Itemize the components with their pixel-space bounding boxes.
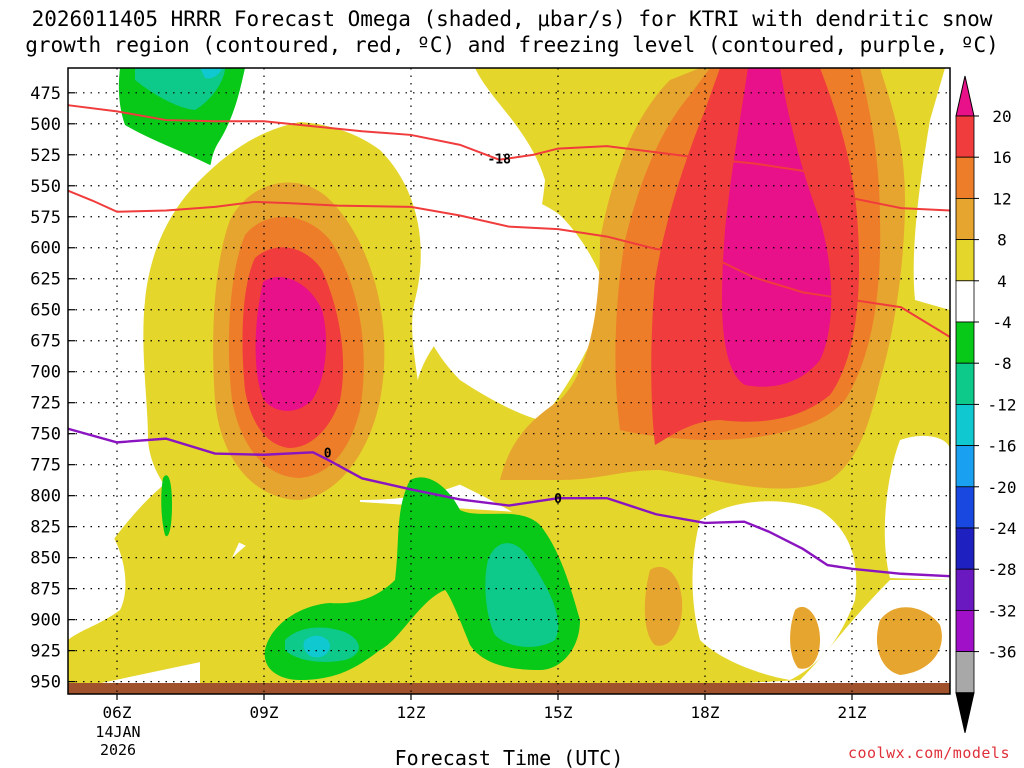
colorbar-label--28: -28 (988, 560, 1017, 579)
x-tick-label-18Z: 18Z (691, 703, 720, 722)
colorbar-swatch-4 (955, 239, 975, 282)
omega-shade-neutral-upper-west (68, 68, 477, 470)
colorbar-label--12: -12 (988, 395, 1017, 414)
colorbar-label-16: 16 (992, 148, 1011, 167)
x-tick-label-12Z: 12Z (397, 703, 426, 722)
y-tick-label-700: 700 (30, 363, 61, 383)
x-tick-label-21Z: 21Z (838, 703, 867, 722)
colorbar-label--36: -36 (988, 643, 1017, 662)
contour-label-2-0: 0 (324, 446, 332, 461)
y-tick-label-550: 550 (30, 177, 61, 197)
omega-shade-ascent-8-patch-2 (790, 606, 820, 669)
omega-shade-ascent-20-east (722, 68, 832, 387)
omega-shade-neutral-east-edge (884, 435, 950, 580)
colorbar-swatch-5 (955, 280, 975, 323)
y-tick-label-500: 500 (30, 115, 61, 135)
colorbar-swatch-7 (955, 362, 975, 405)
omega-shade-ascent-8-patch-1 (644, 566, 683, 646)
y-tick-label-650: 650 (30, 301, 61, 321)
colorbar-label-12: 12 (992, 189, 1011, 208)
omega-shade-descent-8-north (135, 68, 225, 110)
chart-title-line-2: growth region (contoured, red, ºC) and f… (25, 33, 999, 57)
colorbar-swatch-13 (955, 610, 975, 653)
colorbar-label-8: 8 (997, 231, 1007, 250)
y-tick-label-875: 875 (30, 580, 61, 600)
y-tick-label-800: 800 (30, 487, 61, 507)
x-tick-label-09Z: 09Z (250, 703, 279, 722)
colorbar-swatch-10 (955, 486, 975, 529)
colorbar-label--16: -16 (988, 437, 1017, 456)
contour-label-2-1: 0 (554, 492, 562, 507)
colorbar-swatch-1 (955, 115, 975, 158)
y-tick-label-950: 950 (30, 673, 61, 693)
omega-shade-ascent-20-west (255, 277, 327, 411)
colorbar-swatch-11 (955, 527, 975, 570)
y-tick-label-750: 750 (30, 425, 61, 445)
colorbar-label--20: -20 (988, 478, 1017, 497)
omega-shade-ascent-4-southwest (68, 480, 260, 689)
credit-watermark: coolwx.com/models (847, 744, 1010, 762)
y-tick-label-600: 600 (30, 239, 61, 259)
colorbar-swatch-12 (955, 568, 975, 611)
contour-dgz-1 (67, 189, 951, 338)
y-tick-label-825: 825 (30, 518, 61, 538)
omega-shade-descent-4-thin (161, 475, 172, 537)
colorbar: 20 16 12 8 4 -4 -8 -12 -16 -20 -24 -28 -32 -36 (955, 75, 1017, 733)
omega-shade-descent-8-south (485, 543, 559, 647)
colorbar-swatch-6 (955, 321, 975, 364)
omega-shade-neutral-southeast (692, 501, 857, 680)
chart-title: 2026011405 HRRR Forecast Omega (shaded, … (0, 6, 1024, 58)
x-axis-time: 06Z 09Z 12Z 15Z 18Z 21Z (103, 694, 867, 722)
y-tick-label-475: 475 (30, 84, 61, 104)
y-tick-label-625: 625 (30, 270, 61, 290)
colorbar-swatch-bottom (955, 692, 975, 733)
x-tick-label-15Z: 15Z (544, 703, 573, 722)
contour-freezing-level-2 (67, 427, 951, 578)
colorbar-label--32: -32 (988, 601, 1017, 620)
colorbar-swatch-top (955, 75, 975, 117)
omega-shade-descent-12-north (200, 68, 222, 79)
omega-shade-ascent-8-patch-3 (876, 607, 942, 675)
y-tick-label-525: 525 (30, 146, 61, 166)
colorbar-label-20: 20 (992, 107, 1011, 126)
ground-surface (68, 683, 950, 694)
y-tick-label-925: 925 (30, 642, 61, 662)
x-axis-date-label-line-2: 2026 (100, 741, 136, 759)
omega-shade-descent-12-southwest (303, 635, 330, 658)
omega-shading (68, 68, 950, 689)
x-axis-date-label-line-1: 14JAN (95, 723, 140, 741)
colorbar-label--24: -24 (988, 519, 1017, 538)
contour-dgz-0 (67, 104, 951, 212)
y-tick-label-725: 725 (30, 394, 61, 414)
omega-shade-neutral-southwest (68, 528, 126, 640)
colorbar-label--8: -8 (992, 354, 1011, 373)
omega-shade-neutral-center (420, 185, 610, 420)
y-axis-pressure: 475 500 525 550 575 600 625 650 675 700 725 750 775 8… (30, 84, 75, 693)
y-tick-label-775: 775 (30, 456, 61, 476)
omega-shade-neutral-east (913, 68, 950, 310)
plot-frame (67, 67, 951, 695)
x-axis-title: Forecast Time (UTC) (395, 746, 624, 768)
contour-label-0-0: -18 (487, 152, 511, 167)
colorbar-swatch-2 (955, 156, 975, 199)
colorbar-label--4: -4 (992, 313, 1011, 332)
colorbar-label-4: 4 (997, 272, 1007, 291)
y-tick-label-900: 900 (30, 611, 61, 631)
grid-lines (68, 68, 950, 694)
y-tick-label-675: 675 (30, 332, 61, 352)
x-tick-label-06Z: 06Z (103, 703, 132, 722)
chart-title-line-1: 2026011405 HRRR Forecast Omega (shaded, … (31, 7, 993, 31)
colorbar-swatch-9 (955, 445, 975, 488)
colorbar-swatch-14 (955, 651, 975, 694)
contour-lines: -18 0 0 (67, 104, 951, 578)
y-tick-label-575: 575 (30, 208, 61, 228)
y-tick-label-850: 850 (30, 549, 61, 569)
colorbar-swatch-8 (955, 403, 975, 446)
colorbar-swatch-3 (955, 197, 975, 240)
